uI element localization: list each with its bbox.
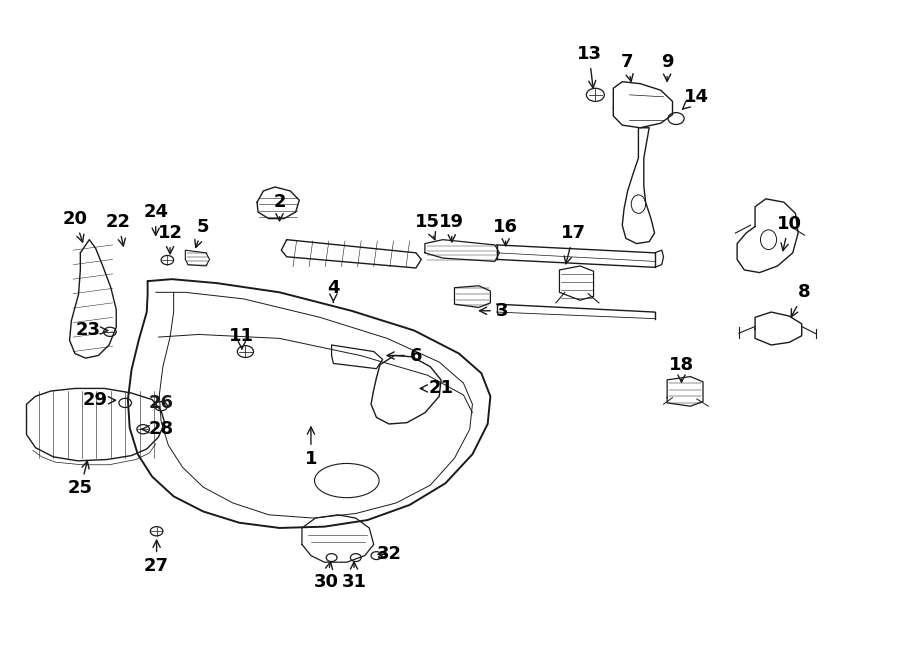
Text: 14: 14 — [682, 88, 709, 109]
Text: 20: 20 — [62, 210, 87, 242]
Text: 5: 5 — [194, 217, 210, 247]
Text: 1: 1 — [305, 427, 317, 468]
Text: 4: 4 — [327, 279, 339, 302]
Text: 17: 17 — [562, 224, 586, 264]
Text: 2: 2 — [274, 193, 286, 221]
Text: 23: 23 — [76, 321, 107, 340]
Text: 21: 21 — [420, 379, 454, 397]
Text: 7: 7 — [620, 53, 633, 81]
Text: 22: 22 — [105, 213, 130, 246]
Text: 28: 28 — [142, 420, 174, 438]
Text: 27: 27 — [144, 540, 169, 575]
Text: 9: 9 — [661, 53, 673, 81]
Text: 13: 13 — [577, 45, 601, 88]
Text: 16: 16 — [493, 217, 518, 246]
Text: 26: 26 — [148, 394, 174, 412]
Text: 15: 15 — [415, 213, 440, 239]
Text: 10: 10 — [777, 215, 802, 251]
Text: 30: 30 — [314, 562, 338, 591]
Text: 11: 11 — [230, 327, 255, 349]
Text: 25: 25 — [68, 461, 93, 498]
Text: 8: 8 — [791, 284, 811, 317]
Text: 24: 24 — [143, 203, 168, 235]
Text: 19: 19 — [439, 213, 464, 242]
Text: 29: 29 — [83, 391, 115, 409]
Text: 3: 3 — [480, 302, 508, 320]
Text: 18: 18 — [669, 356, 694, 382]
Text: 31: 31 — [341, 562, 366, 591]
Text: 32: 32 — [376, 545, 401, 563]
Text: 12: 12 — [158, 224, 183, 254]
Text: 6: 6 — [387, 346, 422, 364]
